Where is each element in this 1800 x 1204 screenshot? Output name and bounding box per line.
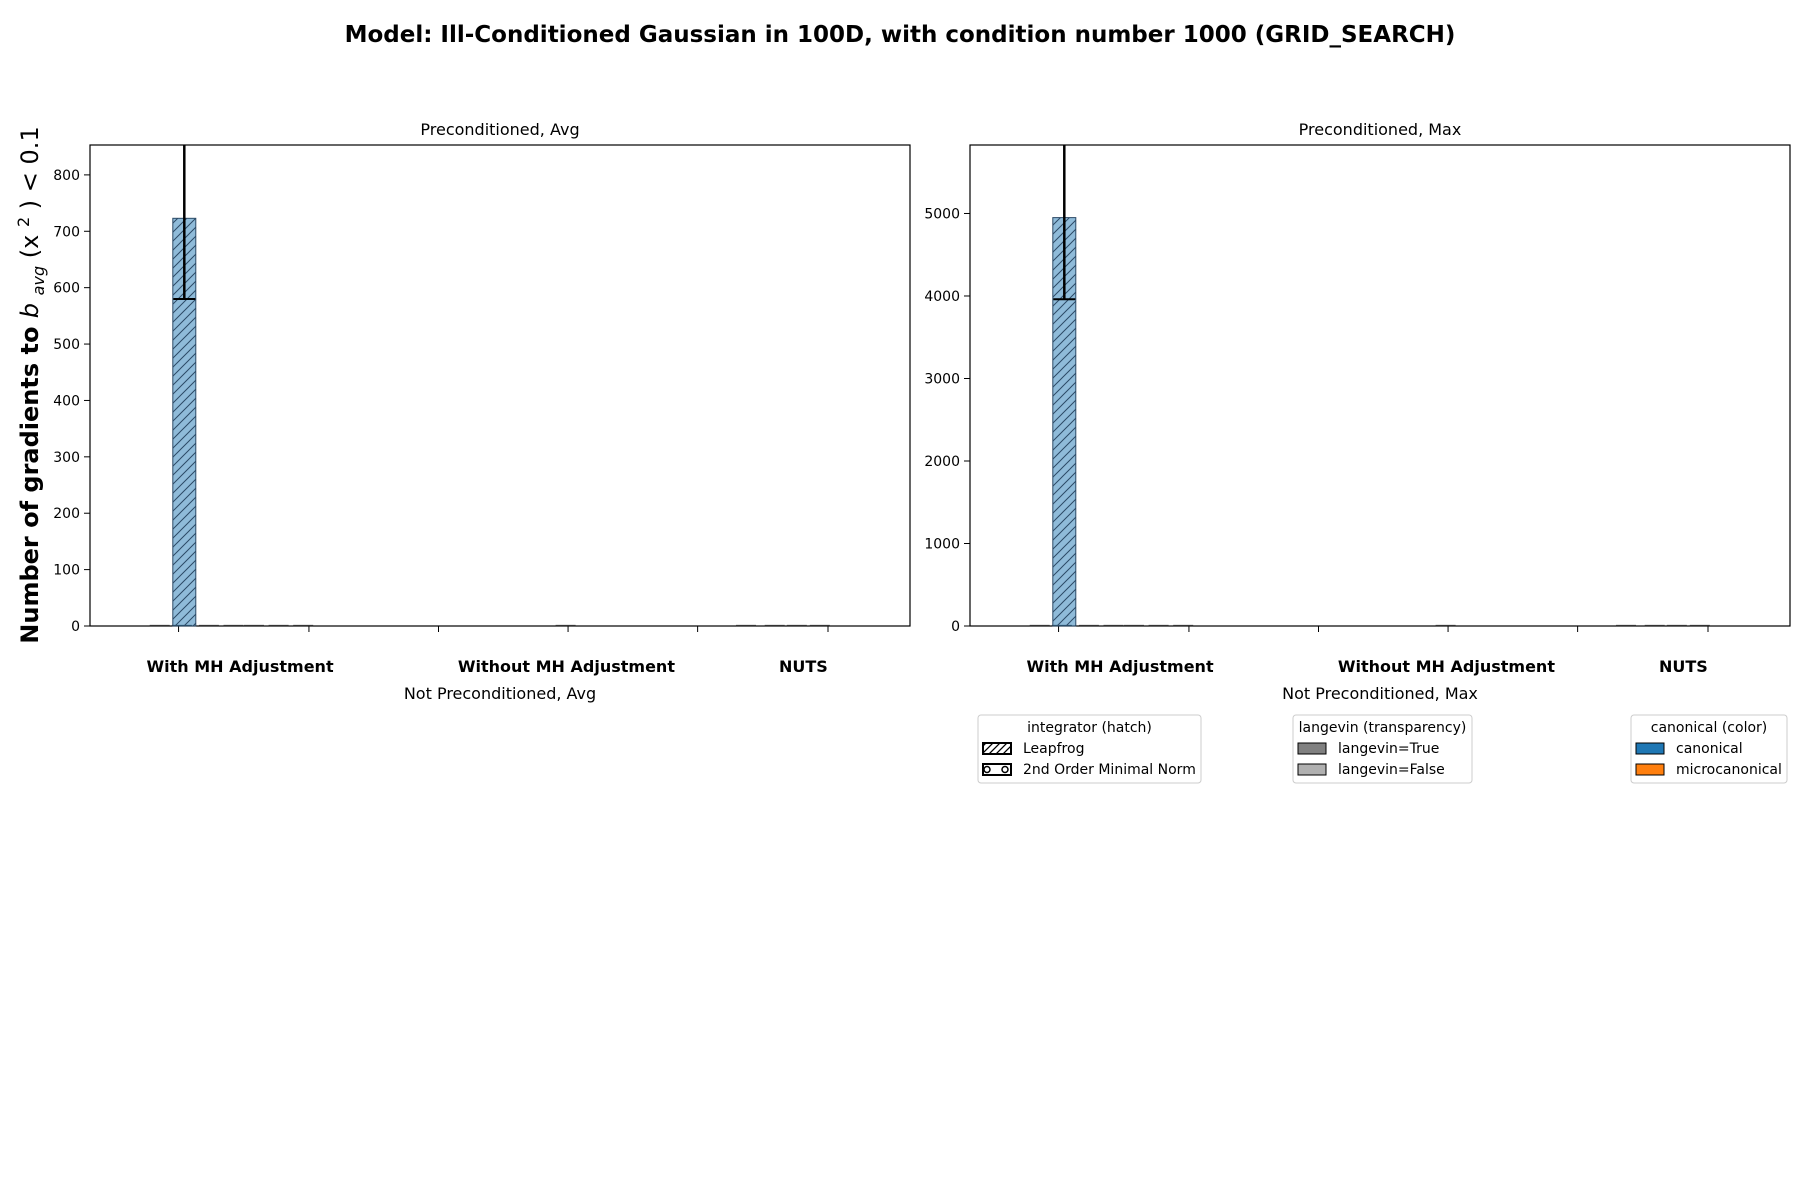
legend-swatch (1297, 742, 1327, 755)
legend-item-label: langevin=True (1338, 741, 1439, 757)
panel-preconditioned-max: Preconditioned, Max 0 1000 2000 3000 4000 5000… (924, 120, 1791, 703)
y-tick-label: 2000 (924, 454, 960, 470)
y-tick-label: 0 (951, 619, 960, 635)
legend-title: langevin (transparency) (1299, 720, 1467, 736)
plot-frame (969, 144, 1791, 627)
legend-langevin: langevin (transparency) langevin=True lang… (1292, 714, 1473, 784)
x-axis-label: Not Preconditioned, Avg (404, 684, 596, 703)
y-axis-label-sub: avg (29, 266, 48, 295)
legend-frame (977, 714, 1202, 784)
legend-frame (1292, 714, 1473, 784)
legend-swatch (982, 763, 1012, 776)
legend-title: integrator (hatch) (1027, 720, 1152, 736)
y-tick-label: 0 (71, 619, 80, 635)
legend-integrator: integrator (hatch) Leapfrog 2nd Order Mini… (977, 714, 1202, 784)
y-axis-label-prefix: Number of gradients to (16, 318, 44, 644)
legend-item-label: Leapfrog (1023, 741, 1084, 757)
figure-title: Model: Ill-Conditioned Gaussian in 100D,… (345, 22, 1456, 48)
y-tick-label: 700 (53, 224, 80, 240)
legend-canonical: canonical (color) canonical microcanonical (1630, 714, 1788, 784)
group-label: NUTS (1659, 657, 1708, 676)
group-label: Without MH Adjustment (458, 657, 675, 676)
legend-frame (1630, 714, 1788, 784)
legend-swatch (1635, 742, 1665, 755)
y-tick-label: 400 (53, 393, 80, 409)
group-label: Without MH Adjustment (1338, 657, 1555, 676)
group-label: With MH Adjustment (1027, 657, 1214, 676)
y-tick-label: 100 (53, 563, 80, 579)
legend-title: canonical (color) (1651, 720, 1768, 736)
x-axis-label: Not Preconditioned, Max (1282, 684, 1478, 703)
bar-hatch (1052, 217, 1076, 627)
plot-frame (89, 144, 911, 627)
y-tick-label: 4000 (924, 289, 960, 305)
legend-swatch-dot (983, 765, 991, 774)
y-tick-label: 3000 (924, 371, 960, 387)
legend-item-label: 2nd Order Minimal Norm (1023, 762, 1196, 778)
y-tick-label: 1000 (924, 536, 960, 552)
legend-swatch (1297, 763, 1327, 776)
y-tick-label: 5000 (924, 206, 960, 222)
legend-item-label: langevin=False (1338, 762, 1445, 778)
y-axis-label-b: b (16, 303, 44, 318)
subplot-title: Preconditioned, Max (1299, 120, 1462, 139)
legend-item-label: canonical (1676, 741, 1743, 757)
bar-hatch (172, 218, 196, 627)
legend-swatch (1635, 763, 1665, 776)
y-tick-label: 500 (53, 337, 80, 353)
y-axis-label-end: ) < 0.1 (16, 126, 44, 209)
legend-swatch (982, 742, 1012, 755)
group-label: NUTS (779, 657, 828, 676)
legend-swatch-dot (1001, 765, 1009, 774)
y-axis-label: Number of gradients to b avg (x 2 ) < 0.… (7, 126, 50, 643)
panel-preconditioned-avg: Preconditioned, Avg 0 100 200 300 400 500 600 70… (53, 120, 911, 703)
y-tick-label: 300 (53, 450, 80, 466)
y-tick-label: 600 (53, 281, 80, 297)
subplot-title: Preconditioned, Avg (420, 120, 579, 139)
y-axis-label-sup: 2 (14, 217, 33, 227)
y-tick-label: 200 (53, 506, 80, 522)
legend-item-label: microcanonical (1676, 762, 1782, 778)
y-axis-label-rest: (x (16, 235, 44, 259)
group-label: With MH Adjustment (147, 657, 334, 676)
y-tick-label: 800 (53, 168, 80, 184)
